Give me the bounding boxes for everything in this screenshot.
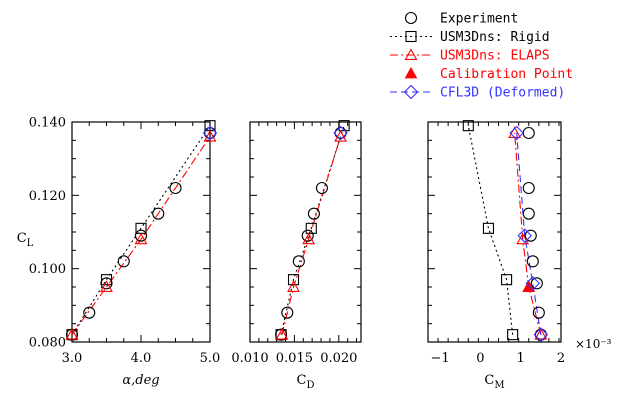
data-point	[292, 255, 305, 268]
legend-label: Calibration Point	[440, 67, 573, 82]
legend-marker	[405, 30, 417, 43]
data-point	[83, 306, 96, 319]
y-axis-label-text: CL	[17, 231, 34, 249]
x-tick-label: 3.0	[62, 351, 83, 366]
data-point	[134, 232, 148, 245]
x-axis-label: CM	[484, 373, 504, 391]
data-point	[525, 276, 541, 291]
x-tick-label: 5.0	[200, 351, 221, 366]
data-point	[532, 306, 545, 319]
data-point	[522, 181, 535, 195]
x-axis-label-text: CD	[297, 373, 315, 391]
data-point	[305, 222, 317, 234]
series-line	[281, 136, 342, 335]
data-point	[509, 125, 524, 141]
x-tick-label: 1	[517, 351, 525, 366]
x-axis-label-sub: D	[306, 380, 314, 391]
series-line	[71, 125, 211, 335]
series-line	[71, 136, 211, 335]
y-axis-label: CL	[17, 231, 34, 249]
data-point	[507, 329, 519, 341]
y-tick-label: 0.120	[29, 189, 66, 204]
data-point	[202, 125, 218, 141]
data-point	[522, 207, 535, 220]
data-point	[65, 328, 79, 340]
x-tick-label: 0.020	[320, 351, 357, 366]
data-point	[524, 229, 537, 242]
plot-frame	[427, 121, 562, 343]
data-point	[517, 228, 533, 243]
x-tick-label: 2	[557, 351, 565, 366]
x-tick-label: 4.0	[131, 351, 152, 366]
legend-marker	[404, 11, 418, 25]
data-point	[100, 280, 113, 292]
series-line	[280, 125, 345, 335]
x-tick-label: 0	[476, 351, 484, 366]
data-point	[203, 126, 217, 140]
panel: 0.080 0.100 0.120 0.140 3.0 4.0 5.0 α,deg CL	[17, 116, 221, 389]
panel: 0.010 0.015 0.020 CD	[231, 120, 362, 391]
y-axis-label-sub: L	[27, 238, 34, 249]
data-point	[307, 207, 320, 220]
data-point	[315, 181, 328, 195]
x-tick-label: 0.015	[276, 351, 313, 366]
x-tick-label: 0.010	[231, 351, 268, 366]
data-point	[302, 232, 316, 245]
legend-label: Experiment	[440, 12, 518, 27]
y-tick-label: 0.100	[29, 262, 66, 277]
data-point	[462, 120, 474, 132]
legend-marker	[403, 84, 419, 100]
x-axis-label: CD	[297, 373, 315, 391]
y-tick-label: 0.080	[29, 336, 66, 351]
data-point	[281, 306, 294, 319]
data-point	[533, 327, 549, 342]
data-point	[287, 280, 300, 292]
plot-frame	[249, 121, 362, 343]
legend-label: CFL3D (Deformed)	[440, 86, 565, 101]
data-point	[522, 126, 535, 140]
series-line	[516, 132, 542, 335]
x-axis-label-text: CM	[484, 373, 504, 391]
data-point	[516, 232, 530, 245]
legend: Experiment USM3Dns: Rigid USM3Dns: ELAPS Ca…	[390, 12, 573, 101]
x-tick-label: −1	[431, 351, 450, 366]
chart-panels: 0.080 0.100 0.120 0.140 3.0 4.0 5.0 α,deg CL 0.01…	[17, 116, 612, 392]
data-point	[152, 207, 165, 220]
data-point	[534, 328, 548, 340]
data-point	[501, 274, 513, 286]
data-point	[134, 229, 148, 242]
y-tick-label: 0.140	[29, 116, 66, 131]
legend-label: USM3Dns: ELAPS	[440, 49, 550, 64]
x-multiplier-label: ×10⁻³	[575, 337, 612, 351]
legend-marker	[404, 48, 418, 60]
data-point	[301, 229, 314, 242]
data-point	[275, 328, 289, 340]
legend-label: USM3Dns: Rigid	[440, 30, 550, 45]
x-axis-label-sub: M	[494, 380, 504, 391]
data-point	[287, 274, 300, 286]
series-line	[514, 132, 542, 335]
data-point	[100, 274, 113, 286]
data-point	[530, 277, 543, 290]
data-point	[169, 181, 182, 195]
x-axis-label: α,deg	[122, 373, 159, 388]
data-point	[526, 255, 539, 268]
data-point	[333, 125, 348, 141]
legend-marker	[404, 66, 418, 79]
data-point	[482, 222, 495, 234]
panel: −1 0 1 2 CM ×10⁻³	[427, 120, 612, 391]
data-point	[334, 126, 347, 140]
series-line	[467, 125, 514, 335]
data-point	[117, 255, 130, 268]
